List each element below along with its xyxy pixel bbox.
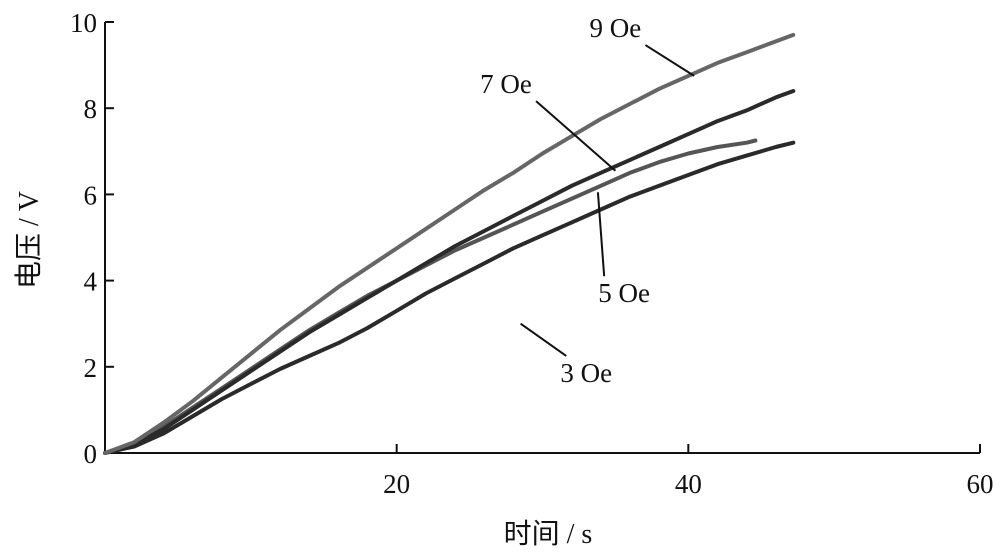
- series-group: [103, 32, 796, 455]
- x-tick-label: 60: [967, 469, 994, 499]
- y-tick-label: 10: [70, 8, 97, 38]
- y-tick-label: 8: [84, 94, 98, 124]
- y-ticks: 0 2 4 6 8 10: [70, 8, 114, 469]
- y-tick-label: 0: [84, 439, 98, 469]
- y-tick-label: 6: [84, 180, 98, 210]
- x-ticks: 20 40 60: [383, 444, 994, 499]
- y-tick-label: 2: [84, 353, 98, 383]
- series-label: 9 Oe: [590, 13, 642, 43]
- y-axis-title: 电压 / V: [13, 191, 45, 289]
- series-line-9-oe: [103, 32, 796, 455]
- axes: 20 40 60 0 2 4 6 8 10: [70, 8, 994, 499]
- series-line-3-oe: [103, 140, 796, 455]
- series-label: 7 Oe: [480, 69, 532, 99]
- series-label: 5 Oe: [598, 278, 650, 308]
- series-leader-line: [520, 322, 567, 357]
- series-leader-line: [535, 100, 617, 172]
- x-tick-label: 40: [675, 469, 702, 499]
- series-annotations: 3 Oe 5 Oe 7 Oe 9 Oe: [480, 13, 695, 388]
- series-leader-line: [596, 192, 606, 277]
- x-axis-title: 时间 / s: [504, 518, 593, 550]
- series-leader-line: [644, 44, 695, 77]
- y-tick-label: 4: [84, 267, 98, 297]
- x-tick-label: 20: [383, 469, 410, 499]
- series-line-7-oe: [103, 89, 796, 455]
- series-label: 3 Oe: [560, 358, 612, 388]
